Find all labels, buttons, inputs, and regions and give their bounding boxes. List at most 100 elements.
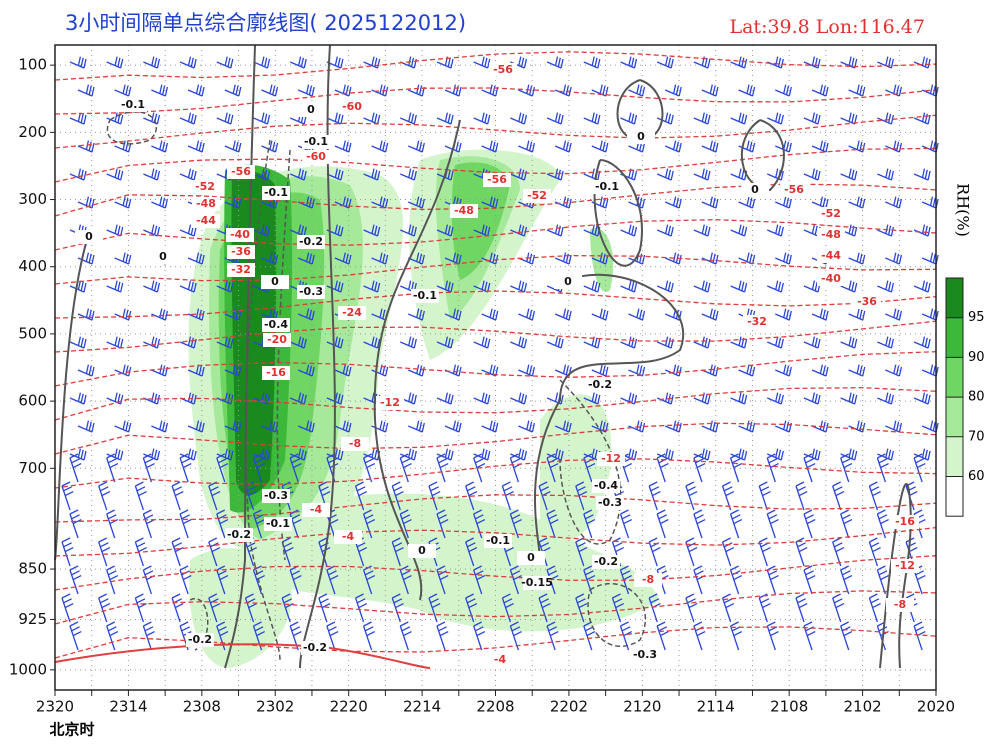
barb-flag	[835, 603, 845, 609]
barb-staff	[400, 229, 415, 237]
barb-staff	[363, 117, 378, 125]
barb-flag	[893, 196, 897, 206]
barb-flag	[890, 114, 895, 125]
barb-flag	[487, 226, 491, 237]
x-tick-label: 2120	[623, 698, 661, 716]
barb-flag	[85, 84, 90, 94]
barb-flag	[822, 365, 826, 375]
wind-barb	[334, 140, 352, 153]
barb-flag	[557, 169, 561, 179]
barb-flag	[156, 338, 161, 349]
barb-flag	[695, 570, 704, 576]
barb-flag	[631, 393, 635, 403]
barb-flag	[730, 565, 739, 571]
wind-barb	[775, 252, 792, 265]
y-tick-label: 200	[18, 123, 47, 141]
barb-flag	[591, 280, 595, 290]
barb-flag	[187, 448, 192, 458]
wind-barb	[371, 140, 389, 153]
wind-barb	[318, 593, 331, 623]
barb-staff	[767, 397, 782, 405]
wind-barb	[591, 308, 609, 321]
wind-barb	[913, 168, 931, 181]
barb-flag	[376, 282, 381, 293]
barb-flag	[633, 338, 638, 349]
barb-staff	[69, 625, 79, 651]
barb-flag	[880, 575, 889, 581]
barb-flag	[678, 254, 682, 265]
barb-flag	[218, 626, 227, 632]
barb-flag	[859, 85, 863, 95]
wind-barb	[518, 84, 536, 97]
wind-barb	[444, 308, 462, 321]
barb-flag	[887, 393, 892, 403]
barb-flag	[83, 58, 87, 69]
barb-flag	[854, 394, 858, 405]
label-box	[262, 366, 290, 380]
barb-staff	[143, 61, 158, 69]
wind-barb	[473, 453, 486, 483]
barb-flag	[602, 253, 606, 263]
barb-flag	[523, 394, 528, 405]
barb-flag	[450, 394, 454, 405]
barb-flag	[91, 86, 95, 97]
barb-flag	[862, 86, 866, 97]
barb-flag	[929, 196, 934, 206]
barb-staff	[363, 229, 378, 237]
barb-flag	[101, 603, 111, 609]
barb-flag	[63, 542, 72, 548]
barb-staff	[656, 625, 666, 651]
wind-barb	[921, 252, 939, 265]
barb-flag	[814, 169, 818, 179]
barb-flag	[550, 519, 559, 525]
barb-flag	[788, 142, 792, 153]
barb-flag	[560, 338, 564, 349]
barb-flag	[599, 420, 603, 430]
barb-flag	[171, 593, 181, 599]
barb-flag	[701, 168, 705, 178]
wind-barb	[701, 308, 719, 321]
barb-staff	[142, 625, 153, 651]
wind-barb	[142, 621, 155, 651]
barb-staff	[216, 457, 226, 483]
wind-barb	[179, 509, 192, 539]
barb-staff	[832, 485, 842, 511]
barb-flag	[187, 112, 192, 122]
barb-flag	[554, 448, 559, 458]
barb-staff	[518, 369, 533, 377]
barb-flag	[777, 225, 782, 235]
barb-staff	[208, 597, 218, 623]
barb-flag	[308, 309, 313, 319]
label-box	[586, 378, 614, 392]
barb-flag	[798, 547, 808, 553]
label-box	[597, 452, 625, 466]
barb-flag	[297, 448, 302, 458]
barb-flag	[484, 225, 488, 235]
barb-staff	[106, 173, 121, 181]
barb-flag	[722, 537, 731, 543]
barb-staff	[628, 313, 643, 321]
barb-flag	[392, 593, 401, 599]
barb-flag	[783, 252, 787, 262]
barb-staff	[693, 513, 703, 539]
wind-barb	[436, 565, 449, 595]
temperature-contour	[54, 590, 937, 625]
barb-flag	[382, 197, 386, 207]
barb-flag	[591, 168, 595, 178]
barb-flag	[805, 514, 814, 520]
barb-flag	[878, 458, 888, 464]
barb-flag	[639, 253, 643, 263]
wind-barb	[885, 420, 903, 433]
barb-flag	[851, 449, 855, 459]
barb-flag	[210, 598, 219, 604]
barb-staff	[628, 425, 643, 433]
barb-staff	[253, 117, 268, 125]
barb-staff	[921, 145, 937, 153]
rh-area	[451, 162, 510, 280]
barb-flag	[393, 486, 403, 492]
x-tick-label: 2114	[697, 698, 735, 716]
wind-barb	[253, 448, 271, 461]
barb-flag	[334, 336, 338, 346]
barb-flag	[476, 463, 486, 469]
barb-flag	[780, 282, 784, 293]
